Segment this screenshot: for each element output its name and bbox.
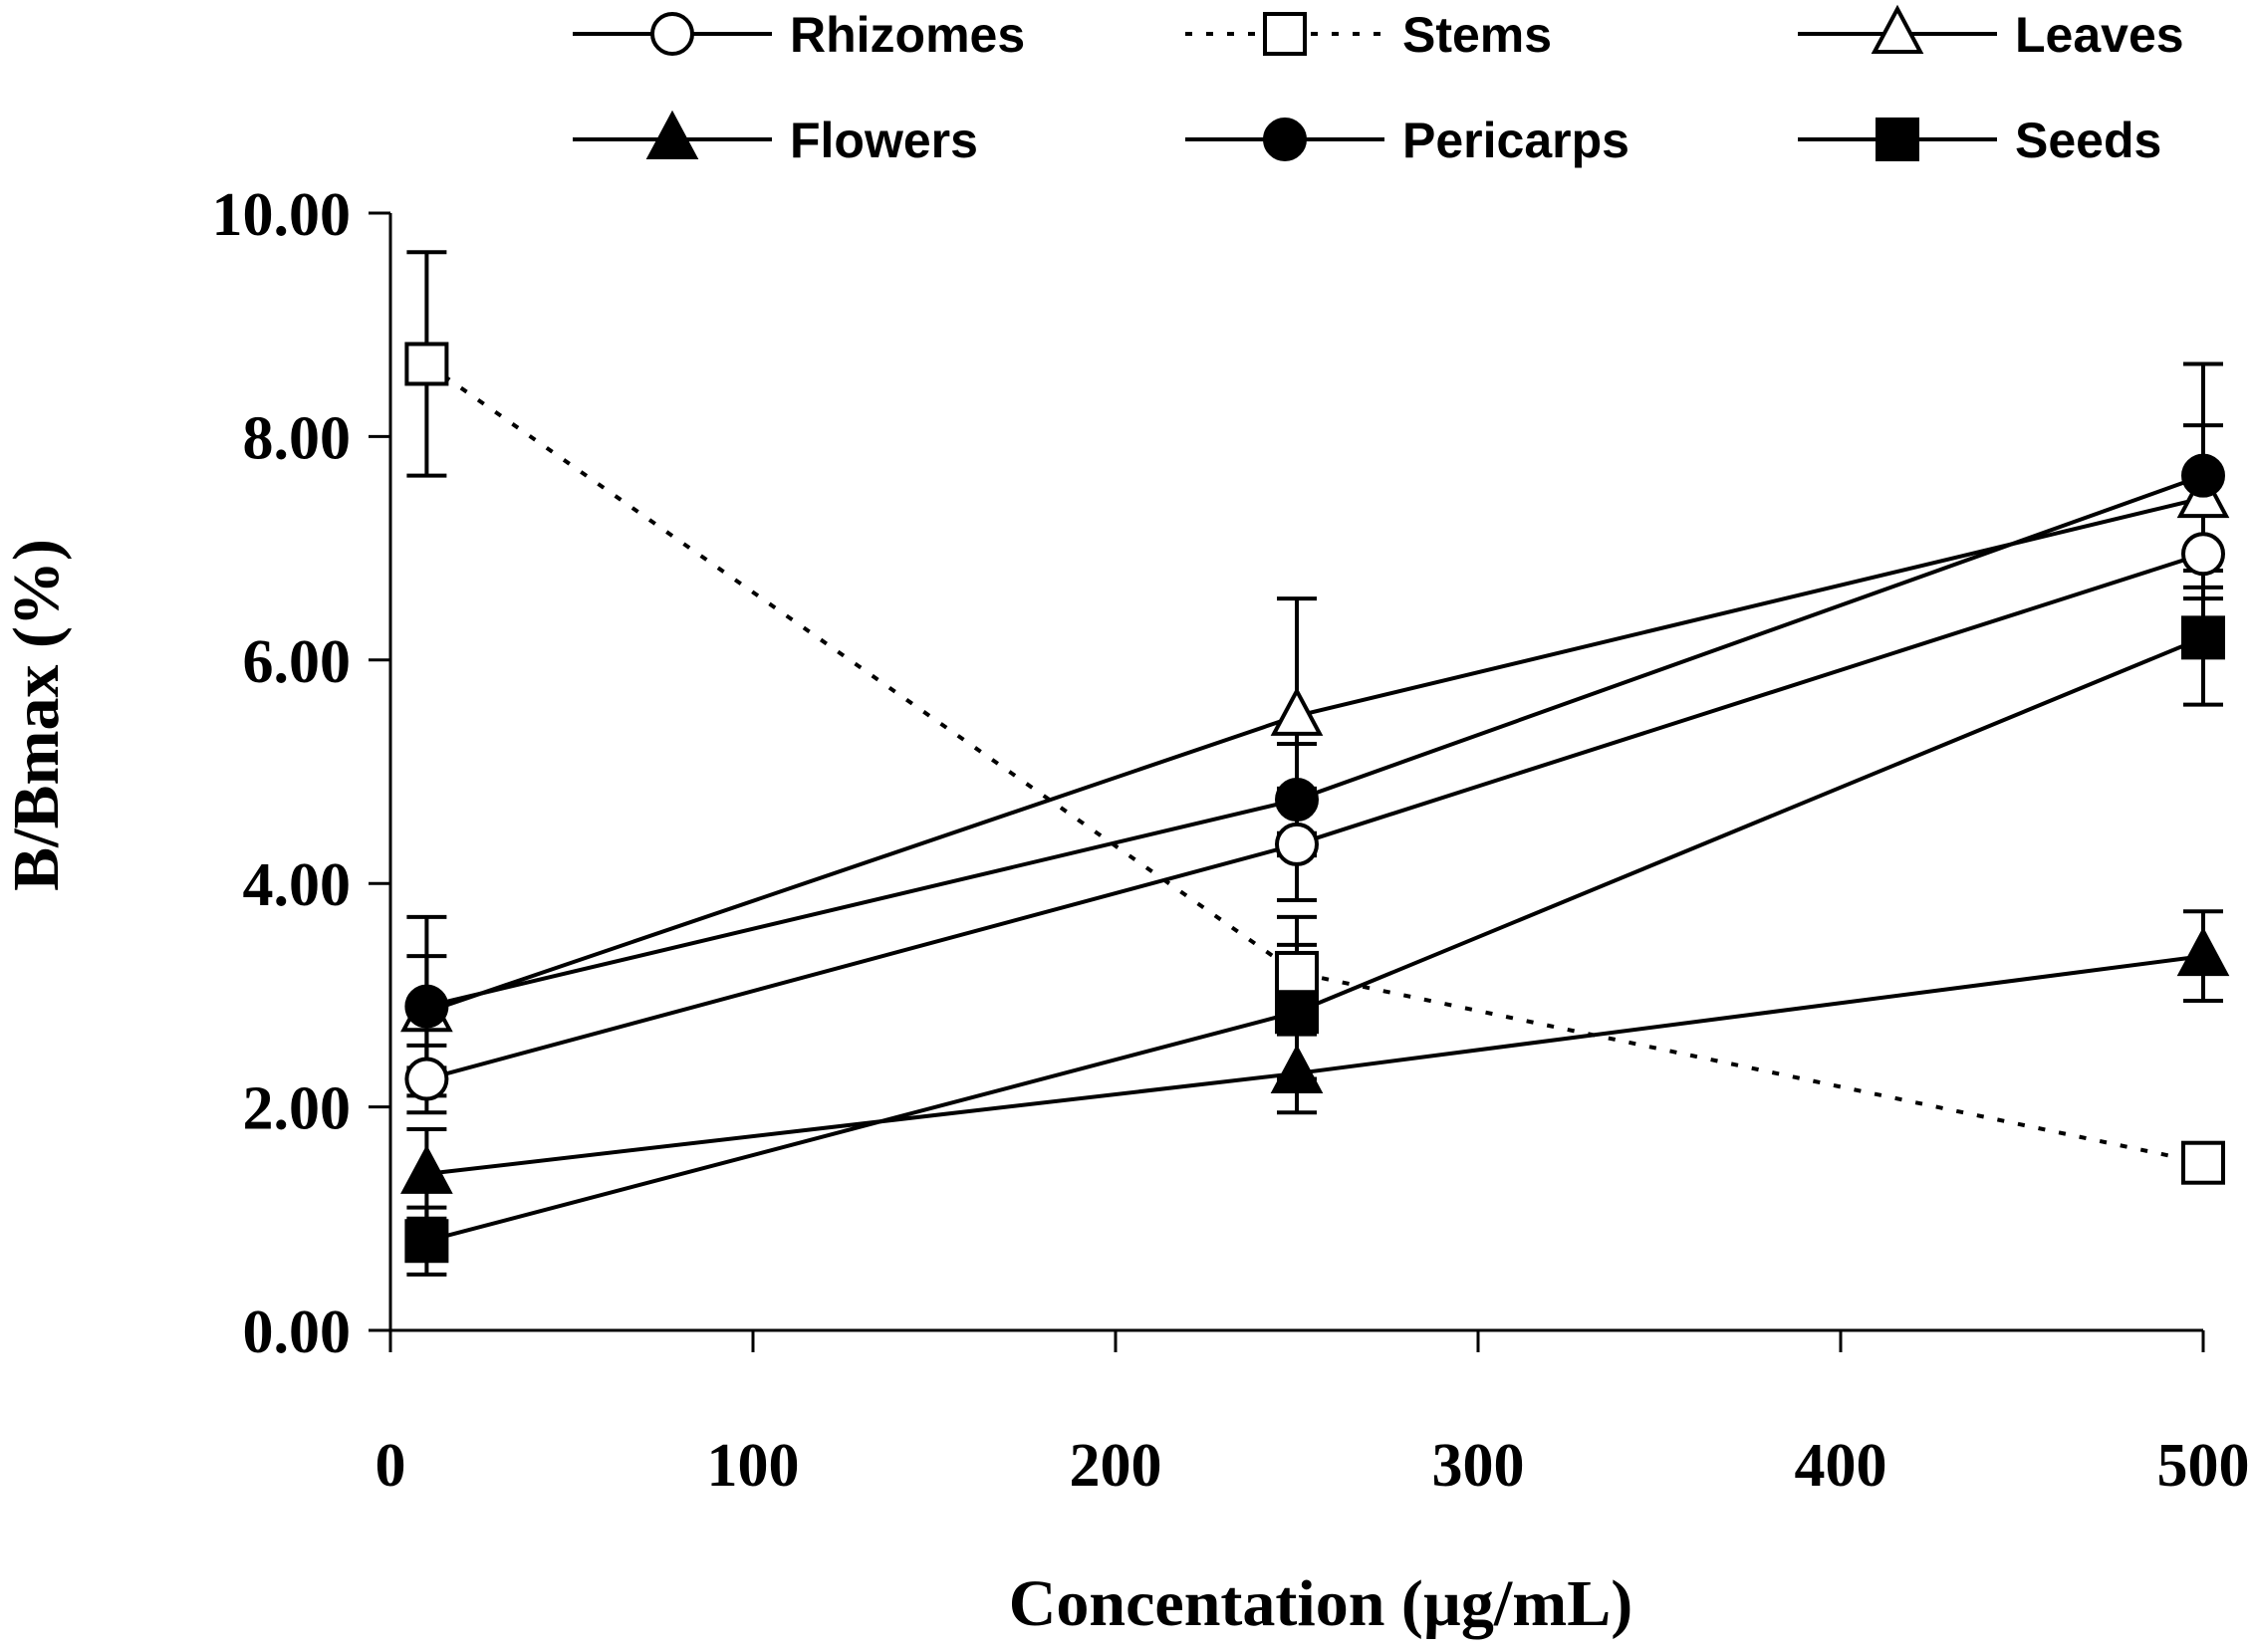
- marker-pericarps: [1275, 778, 1319, 823]
- marker-rhizomes: [1275, 822, 1319, 866]
- marker-leaves: [1270, 686, 1324, 736]
- y-tick-label: 4.00: [243, 851, 352, 919]
- legend-marker-leaves: [1871, 4, 1924, 54]
- legend-marker-stems: [1263, 12, 1307, 56]
- marker-rhizomes: [404, 1057, 449, 1101]
- x-tick-label: 0: [376, 1432, 406, 1500]
- marker-stems: [404, 342, 449, 386]
- marker-seeds: [404, 1219, 449, 1264]
- legend: Rhizomes Stems Leaves Flowers Pericarps Seeds: [573, 4, 2184, 168]
- legend-marker-pericarps: [1263, 118, 1307, 161]
- legend-label-rhizomes: Rhizomes: [790, 7, 1025, 63]
- series-line-leaves: [425, 496, 2204, 1015]
- x-axis-title: Concentation (µg/mL): [1009, 1567, 1632, 1640]
- marker-seeds: [1275, 990, 1319, 1035]
- marker-flowers: [1270, 1044, 1324, 1093]
- y-tick-label: 8.00: [243, 404, 352, 472]
- legend-label-pericarps: Pericarps: [1402, 113, 1629, 168]
- marker-stems: [2181, 1140, 2225, 1185]
- y-axis-title: B/Bmax (%): [0, 539, 73, 891]
- x-tick-label: 200: [1070, 1432, 1162, 1500]
- marker-seeds: [2181, 615, 2225, 660]
- marker-pericarps: [404, 984, 449, 1029]
- legend-label-flowers: Flowers: [790, 113, 978, 168]
- error-bars: [406, 250, 2223, 1277]
- series-markers: [400, 342, 2230, 1264]
- marker-flowers: [2176, 926, 2230, 977]
- y-tick-label: 2.00: [243, 1075, 352, 1143]
- marker-rhizomes: [2181, 532, 2225, 577]
- legend-label-stems: Stems: [1402, 7, 1552, 63]
- series-line-pericarps: [425, 473, 2204, 1009]
- marker-stems: [1275, 950, 1319, 995]
- legend-label-leaves: Leaves: [2015, 7, 2184, 63]
- x-tick-label: 500: [2157, 1432, 2250, 1500]
- axes: 0.00 2.00 4.00 6.00 8.00 10.00 0 100 200 300 400 50…: [212, 181, 2250, 1500]
- marker-flowers: [400, 1144, 453, 1194]
- y-tick-label: 0.00: [243, 1298, 352, 1366]
- x-tick-label: 300: [1432, 1432, 1525, 1500]
- y-tick-label: 6.00: [243, 628, 352, 696]
- series-line-stems: [425, 361, 2204, 1165]
- legend-marker-flowers: [645, 110, 699, 159]
- marker-pericarps: [2181, 453, 2225, 498]
- legend-marker-seeds: [1876, 118, 1919, 161]
- legend-marker-rhizomes: [650, 12, 694, 56]
- y-tick-label: 10.00: [212, 181, 352, 249]
- legend-label-seeds: Seeds: [2015, 113, 2161, 168]
- x-tick-label: 400: [1795, 1432, 1887, 1500]
- x-tick-label: 100: [707, 1432, 800, 1500]
